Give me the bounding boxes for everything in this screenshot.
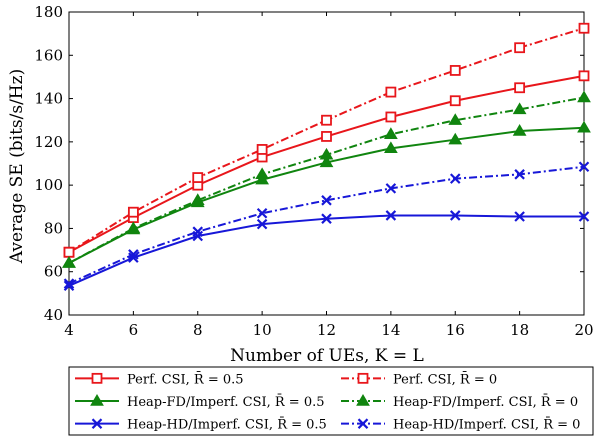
data-point bbox=[578, 211, 590, 222]
data-point bbox=[385, 111, 397, 123]
x-tick-label: 20 bbox=[574, 321, 593, 339]
data-point bbox=[63, 246, 75, 258]
data-point bbox=[192, 226, 204, 237]
data-point bbox=[449, 210, 461, 221]
legend-item: Perf. CSI, R̄ = 0.5 bbox=[75, 371, 244, 387]
data-point bbox=[321, 131, 332, 142]
data-point bbox=[512, 102, 527, 115]
data-point bbox=[448, 132, 463, 145]
data-point bbox=[449, 65, 461, 76]
data-point bbox=[321, 213, 332, 224]
data-point bbox=[384, 127, 398, 139]
x-tick-label: 14 bbox=[381, 321, 400, 339]
x-tick-label: 10 bbox=[253, 321, 272, 339]
data-point bbox=[256, 218, 268, 230]
legend-label: Heap-HD/Imperf. CSI, R̄ = 0 bbox=[393, 416, 580, 432]
x-tick-label: 6 bbox=[129, 321, 139, 339]
legend-label: Heap-FD/Imperf. CSI, R̄ = 0.5 bbox=[127, 394, 325, 410]
data-point bbox=[514, 169, 525, 180]
legend-marker bbox=[91, 372, 103, 384]
x-tick-label: 8 bbox=[193, 321, 203, 339]
y-tick-label: 140 bbox=[34, 90, 63, 108]
legend-label: Perf. CSI, R̄ = 0.5 bbox=[127, 371, 244, 387]
legend-marker bbox=[357, 418, 369, 429]
y-tick-label: 100 bbox=[34, 176, 63, 194]
data-point bbox=[384, 141, 398, 154]
y-tick-label: 180 bbox=[34, 3, 63, 21]
data-point bbox=[385, 86, 397, 98]
data-point bbox=[514, 211, 525, 222]
legend-label: Heap-HD/Imperf. CSI, R̄ = 0.5 bbox=[127, 416, 327, 432]
y-tick-label: 80 bbox=[44, 219, 63, 237]
y-tick-label: 120 bbox=[34, 133, 63, 151]
legend-marker bbox=[91, 418, 103, 429]
data-point bbox=[577, 90, 591, 103]
legend-label: Heap-FD/Imperf. CSI, R̄ = 0 bbox=[393, 394, 578, 410]
series-4 bbox=[62, 90, 591, 268]
data-point bbox=[256, 208, 268, 219]
data-point bbox=[62, 256, 76, 268]
x-axis-title: Number of UEs, K = L bbox=[230, 346, 424, 366]
legend-box bbox=[68, 366, 594, 436]
y-axis-title: Average SE (bits/s/Hz) bbox=[7, 69, 27, 264]
data-point bbox=[512, 124, 527, 136]
data-point bbox=[126, 221, 141, 234]
data-point bbox=[321, 114, 332, 126]
series-5 bbox=[63, 210, 590, 292]
data-point bbox=[449, 173, 461, 184]
legend-item: Heap-HD/Imperf. CSI, R̄ = 0.5 bbox=[75, 416, 327, 433]
y-tick-label: 60 bbox=[44, 263, 63, 281]
data-point bbox=[449, 95, 461, 107]
series-2 bbox=[63, 22, 590, 258]
data-point bbox=[578, 70, 590, 82]
data-point bbox=[577, 120, 591, 133]
legend-marker bbox=[90, 394, 104, 406]
series-6 bbox=[63, 161, 590, 289]
x-tick-label: 18 bbox=[510, 321, 529, 339]
legend-label: Perf. CSI, R̄ = 0 bbox=[393, 371, 497, 387]
data-point bbox=[578, 161, 590, 173]
data-point bbox=[385, 210, 397, 221]
legend-item: Heap-FD/Imperf. CSI, R̄ = 0 bbox=[341, 394, 578, 410]
series-3 bbox=[62, 120, 591, 268]
data-point bbox=[578, 22, 590, 34]
data-point bbox=[255, 167, 269, 180]
data-point bbox=[127, 206, 139, 218]
data-point bbox=[128, 249, 139, 260]
data-point bbox=[256, 144, 268, 155]
y-tick-label: 160 bbox=[34, 46, 63, 64]
legend-item: Heap-FD/Imperf. CSI, R̄ = 0.5 bbox=[75, 394, 325, 410]
x-tick-label: 4 bbox=[64, 321, 74, 339]
legend-item: Heap-HD/Imperf. CSI, R̄ = 0 bbox=[341, 416, 580, 433]
data-point bbox=[190, 193, 205, 205]
y-tick-label: 40 bbox=[44, 306, 63, 324]
data-point bbox=[128, 252, 139, 263]
data-point bbox=[319, 147, 334, 160]
data-point bbox=[321, 195, 332, 206]
data-point bbox=[448, 113, 463, 125]
x-tick-label: 12 bbox=[317, 321, 336, 339]
data-point bbox=[385, 183, 397, 194]
legend: Perf. CSI, R̄ = 0.5 Perf. CSI, R̄ = 0 Heap… bbox=[68, 366, 594, 436]
series-line bbox=[68, 96, 585, 264]
data-point bbox=[319, 155, 334, 168]
data-point bbox=[514, 82, 526, 94]
x-tick-label: 16 bbox=[446, 321, 465, 339]
legend-marker bbox=[357, 372, 369, 384]
data-point bbox=[192, 172, 204, 183]
legend-marker bbox=[356, 394, 370, 406]
legend-item: Perf. CSI, R̄ = 0 bbox=[341, 371, 497, 387]
data-point bbox=[514, 42, 526, 54]
data-point bbox=[63, 278, 75, 289]
